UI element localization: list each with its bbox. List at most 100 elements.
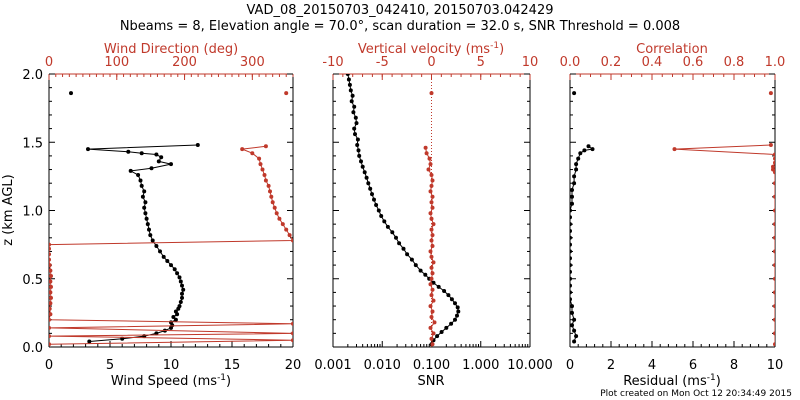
top-tick-label: 0.8 [724, 55, 745, 70]
data-point [159, 155, 164, 160]
data-point [142, 205, 147, 210]
data-point [771, 164, 775, 169]
data-point [49, 306, 52, 311]
data-point [362, 170, 367, 175]
data-point [291, 321, 293, 326]
data-point [572, 174, 577, 179]
data-point [169, 320, 173, 325]
bottom-tick-label: 10.000 [507, 358, 553, 373]
data-point [352, 104, 357, 109]
data-point [570, 194, 574, 199]
data-point [181, 287, 186, 292]
bottom-tick-label: 1.000 [462, 358, 499, 373]
top-tick-label: 0 [427, 55, 435, 70]
data-point [277, 216, 282, 221]
series-residual-isolated- [572, 91, 577, 96]
data-point [173, 317, 178, 322]
data-point [126, 149, 131, 154]
top-tick-label: -5 [376, 55, 389, 70]
data-point [143, 211, 148, 216]
series-vertical-velocity [423, 145, 437, 347]
snr-axis-label: SNR [417, 374, 444, 389]
data-point [128, 168, 133, 173]
data-point [570, 263, 572, 268]
data-point [49, 252, 51, 257]
data-point [570, 283, 572, 288]
data-point [382, 219, 387, 224]
data-point [180, 295, 184, 300]
data-point [154, 152, 159, 157]
data-point [357, 153, 362, 158]
data-point [773, 194, 775, 199]
data-point [773, 235, 775, 240]
panel-snr: Vertical velocity (ms-1) SNR 0.001 0.010 0… [314, 41, 552, 389]
data-point [370, 192, 374, 197]
data-point [394, 235, 398, 240]
data-point [280, 222, 285, 227]
bottom-tick-label: 0.010 [364, 358, 401, 373]
data-point [432, 320, 437, 325]
data-point [572, 317, 577, 322]
data-point [456, 309, 461, 314]
data-point [429, 276, 434, 281]
data-point [148, 233, 153, 238]
panel-residual: Correlation Residual (ms-1) 0 2 4 6 8 10 0.0 0.… [560, 42, 786, 389]
data-point [287, 233, 292, 238]
data-point [768, 91, 773, 96]
bottom-tick-label: 10 [767, 358, 784, 373]
data-point [195, 143, 200, 147]
data-point [169, 263, 173, 268]
data-point [405, 252, 410, 257]
data-point [356, 148, 361, 153]
data-point [572, 328, 577, 333]
data-point [439, 330, 444, 334]
data-point [570, 304, 574, 309]
data-point [260, 167, 265, 172]
panel-wind: Wind Direction (deg) Wind Speed (ms-1) z… [1, 42, 301, 389]
data-point [582, 148, 587, 153]
data-point [773, 160, 775, 165]
data-point [428, 211, 433, 216]
figure-title-line2: Nbeams = 8, Elevation angle = 70.0°, sca… [120, 19, 680, 34]
data-point [49, 268, 53, 273]
data-point [69, 91, 73, 96]
data-point [291, 338, 293, 343]
top-tick-label: 100 [104, 55, 129, 70]
data-point [49, 325, 51, 330]
data-point [570, 201, 574, 206]
data-point [180, 283, 184, 288]
data-point [429, 238, 434, 243]
y-tick-label: 1.5 [22, 136, 43, 151]
bottom-tick-label: 0 [45, 358, 53, 373]
data-point [449, 321, 454, 326]
data-point [87, 339, 92, 344]
data-point [429, 336, 434, 341]
figure-title-line1: VAD_08_20150703_042410, 20150703.042429 [247, 3, 554, 18]
data-point [353, 132, 357, 137]
data-point [430, 271, 435, 276]
data-point [353, 115, 358, 120]
data-point [449, 297, 454, 302]
data-point [257, 156, 262, 161]
data-point [49, 284, 53, 289]
data-point [266, 183, 271, 188]
data-point [263, 178, 268, 183]
series-line [674, 144, 775, 345]
data-point [578, 151, 583, 156]
data-point [570, 235, 572, 240]
data-point [143, 200, 148, 205]
data-point [154, 331, 159, 336]
data-point [429, 227, 434, 232]
data-point [161, 254, 166, 259]
series-wind-speed-isolated- [69, 91, 73, 96]
bottom-tick-label: 20 [285, 358, 302, 373]
data-point [773, 181, 775, 186]
bottom-tick-label: 0 [566, 358, 574, 373]
data-point [418, 268, 423, 273]
y-tick-label: 0.5 [22, 273, 43, 288]
bottom-tick-label: 8 [730, 358, 738, 373]
data-point [401, 246, 406, 251]
data-point [145, 222, 150, 227]
data-point [49, 263, 52, 268]
